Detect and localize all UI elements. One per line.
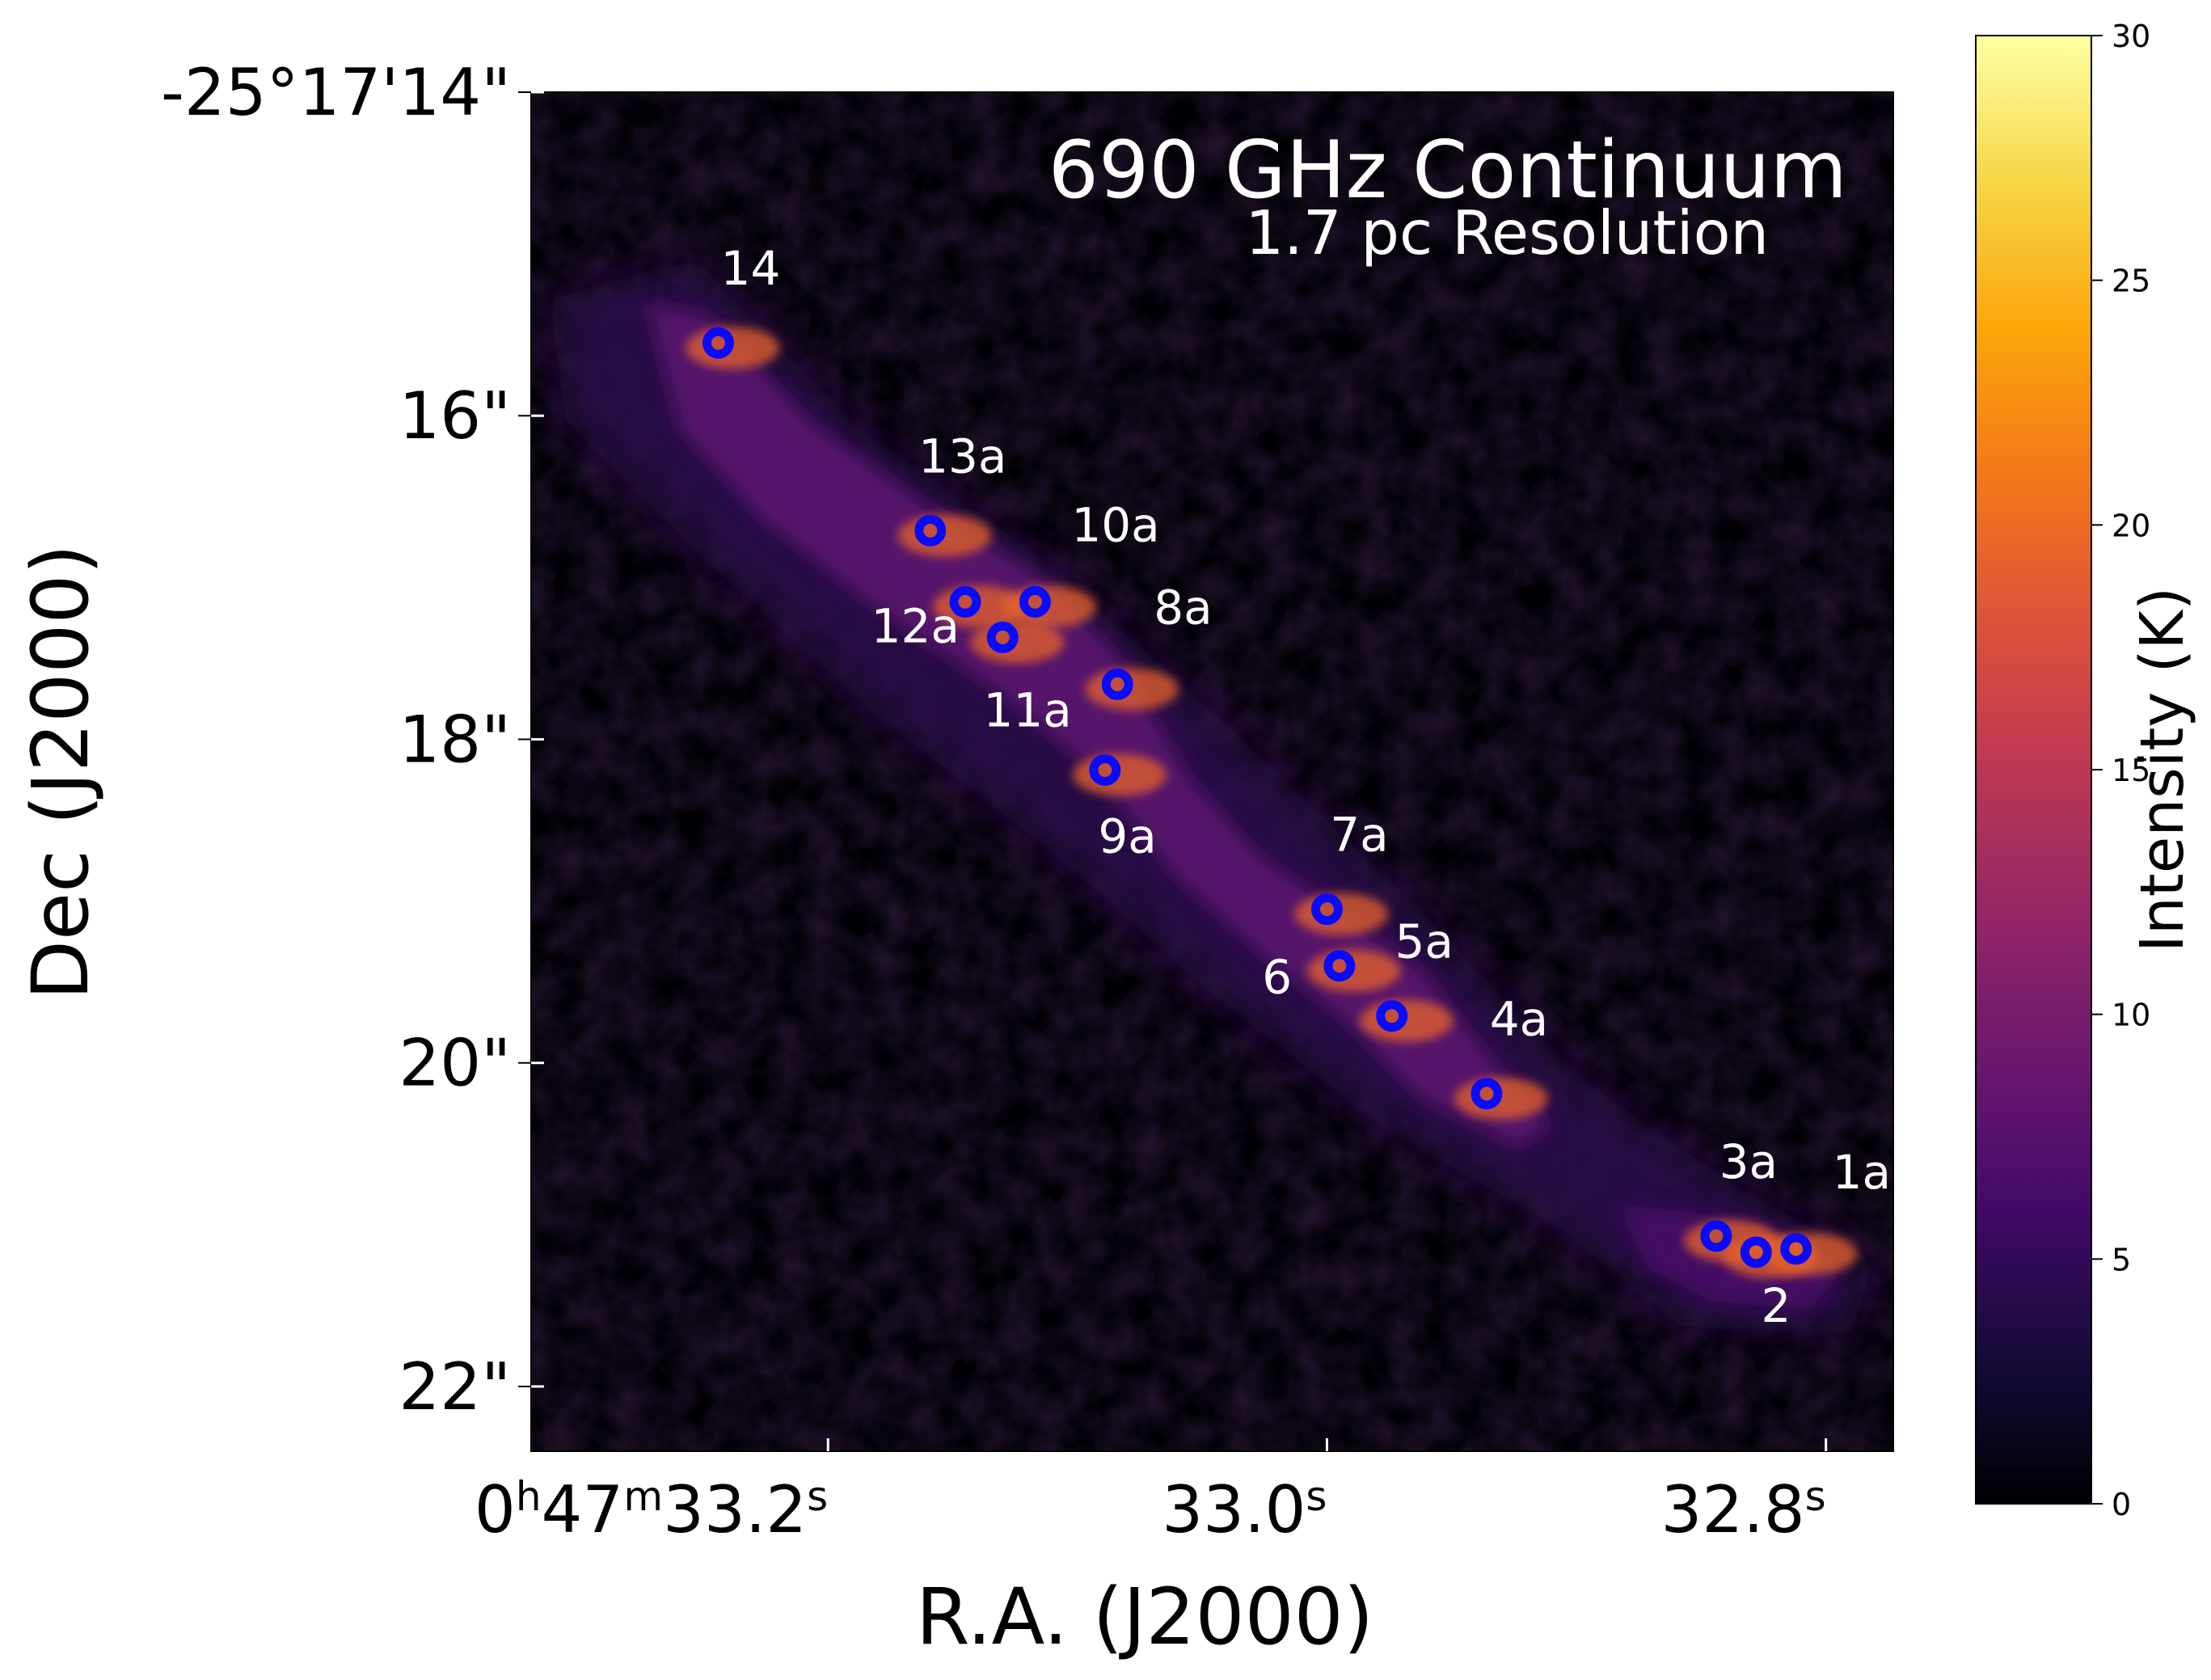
source-marker bbox=[1470, 1078, 1503, 1110]
source-label: 12a bbox=[871, 598, 960, 653]
source-marker bbox=[1019, 585, 1051, 618]
y-tick-label: 16" bbox=[399, 378, 511, 454]
source-marker bbox=[986, 621, 1019, 653]
colorbar bbox=[1975, 35, 2092, 1505]
source-marker bbox=[1089, 753, 1121, 786]
source-marker bbox=[1780, 1233, 1812, 1265]
x-axis-title: R.A. (J2000) bbox=[916, 1572, 1373, 1662]
annotation-title: 690 GHz Continuum bbox=[1049, 125, 1847, 217]
source-label: 2 bbox=[1762, 1278, 1791, 1333]
colorbar-tick-label: 0 bbox=[2112, 1487, 2131, 1522]
y-tick-label: 22" bbox=[399, 1349, 511, 1425]
source-label: 14 bbox=[721, 241, 781, 296]
source-label: 11a bbox=[983, 682, 1071, 737]
plot-frame bbox=[530, 91, 1894, 1452]
source-label: 9a bbox=[1098, 809, 1156, 864]
source-marker bbox=[1310, 893, 1343, 926]
source-marker bbox=[914, 514, 947, 547]
source-label: 4a bbox=[1490, 992, 1548, 1047]
colorbar-tick-label: 15 bbox=[2112, 753, 2150, 788]
y-tick-label: 18" bbox=[399, 702, 511, 777]
source-label: 10a bbox=[1071, 497, 1159, 552]
source-marker bbox=[1700, 1220, 1732, 1252]
emission-map bbox=[531, 92, 1893, 1451]
colorbar-title: Intensity (K) bbox=[2128, 587, 2197, 952]
colorbar-tick-label: 30 bbox=[2112, 19, 2150, 54]
source-label: 5a bbox=[1395, 914, 1453, 969]
x-axis-ticks: 0h47m33.2s 33.0s 32.8s bbox=[475, 1438, 1828, 1547]
source-marker bbox=[1323, 950, 1356, 982]
x-tick-label: 33.0s bbox=[1162, 1472, 1327, 1547]
source-marker bbox=[1376, 1000, 1408, 1032]
colorbar-ticks: 0 5 10 15 20 25 30 bbox=[2091, 19, 2150, 1522]
colorbar-tick-label: 10 bbox=[2112, 998, 2150, 1033]
source-marker bbox=[949, 585, 981, 618]
colorbar-tick-label: 25 bbox=[2112, 264, 2150, 299]
source-markers bbox=[702, 327, 1812, 1268]
y-axis-title: Dec (J2000) bbox=[15, 544, 106, 1000]
colorbar-tick-label: 20 bbox=[2112, 508, 2150, 543]
x-tick-label: 32.8s bbox=[1660, 1472, 1825, 1547]
source-label: 7a bbox=[1330, 808, 1388, 863]
y-axis-ticks: -25°17'14" 16" 18" 20" 22" bbox=[161, 55, 544, 1425]
x-tick-label: 0h47m33.2s bbox=[475, 1472, 828, 1547]
source-marker bbox=[1101, 668, 1133, 700]
colorbar-tick-label: 5 bbox=[2112, 1242, 2131, 1277]
y-tick-label: -25°17'14" bbox=[161, 55, 511, 130]
source-label: 1a bbox=[1833, 1145, 1891, 1200]
source-marker bbox=[702, 327, 734, 359]
source-label: 6 bbox=[1262, 950, 1292, 1005]
source-marker bbox=[1740, 1236, 1772, 1268]
source-label: 8a bbox=[1154, 580, 1212, 635]
annotation-subtitle: 1.7 pc Resolution bbox=[1245, 197, 1769, 268]
source-label: 3a bbox=[1719, 1134, 1778, 1189]
y-tick-label: 20" bbox=[399, 1026, 511, 1101]
source-label: 13a bbox=[918, 428, 1006, 483]
